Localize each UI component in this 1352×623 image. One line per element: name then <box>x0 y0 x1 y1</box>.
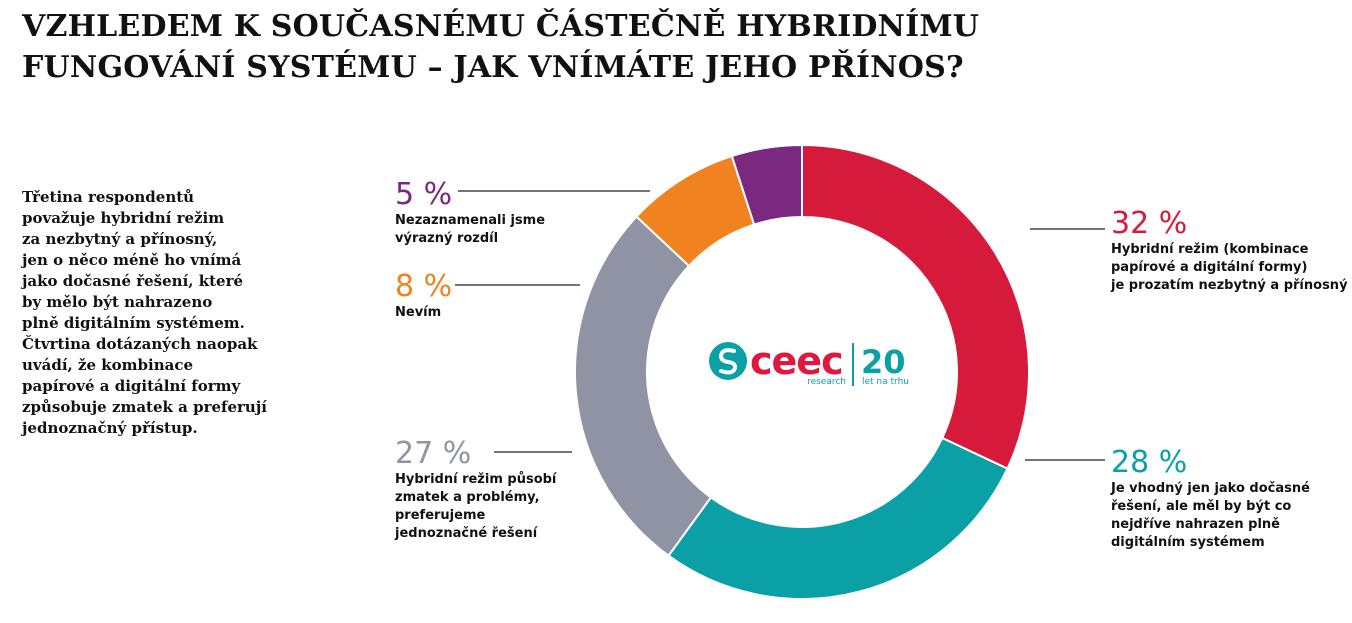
intro-line: uvádí, že kombinace <box>22 356 194 374</box>
category-label-hybrid-necessary: Hybridní režim (kombinace <box>1111 242 1309 257</box>
value-label-confusion: 27 % <box>395 436 471 471</box>
category-label-confusion: zmatek a problémy, <box>395 490 540 505</box>
intro-line: za nezbytný a přínosný, <box>22 230 218 248</box>
slice-confusion <box>574 215 713 558</box>
logo-brand: ceec <box>750 339 843 383</box>
intro-line: jako dočasné řešení, které <box>22 272 244 290</box>
slice-temporary <box>667 436 1009 600</box>
chart-title-line-2: FUNGOVÁNÍ SYSTÉMU – JAK VNÍMÁTE JEHO PŘÍ… <box>22 50 964 85</box>
intro-line: způsobuje zmatek a preferují <box>22 398 267 416</box>
category-label-no-difference: výrazný rozdíl <box>395 231 498 246</box>
intro-line: jen o něco méně ho vnímá <box>22 251 242 269</box>
category-label-confusion: jednoznačné řešení <box>394 526 539 541</box>
category-label-no-difference: Nezaznamenali jsme <box>395 213 545 228</box>
slice-labels: 32 %Hybridní režim (kombinace papírové a … <box>394 177 1348 550</box>
logo-years: 20 <box>861 343 906 381</box>
category-label-confusion: Hybridní režim působí <box>395 472 558 487</box>
value-label-no-difference: 5 % <box>395 177 452 212</box>
category-label-dont-know: Nevím <box>395 305 441 320</box>
category-label-temporary: Je vhodný jen jako dočasné <box>1110 481 1310 496</box>
intro-text: Třetina respondentů považuje hybridní re… <box>22 187 322 439</box>
slice-no-difference <box>730 143 803 226</box>
intro-line: by mělo být nahrazeno <box>22 293 213 311</box>
value-label-temporary: 28 % <box>1111 445 1187 480</box>
intro-line: papírové a digitální formy <box>22 377 241 395</box>
category-label-hybrid-necessary: je prozatím nezbytný a přínosný <box>1110 278 1348 293</box>
value-label-dont-know: 8 % <box>395 269 452 304</box>
category-label-temporary: digitálním systémem <box>1111 535 1265 550</box>
value-label-hybrid-necessary: 32 % <box>1111 206 1187 241</box>
category-label-temporary: řešení, ale měl by být co <box>1111 499 1291 514</box>
intro-line: jednoznačný přístup. <box>22 419 198 437</box>
slice-hybrid-necessary <box>801 143 1031 470</box>
chart-title: VZHLEDEM K SOUČASNÉMU ČÁSTEČNĚ HYBRIDNÍM… <box>22 6 1022 88</box>
ceec-logo: ceec research 20 let na trhu <box>709 339 909 387</box>
chart-title-line-1: VZHLEDEM K SOUČASNÉMU ČÁSTEČNĚ HYBRIDNÍM… <box>22 9 980 44</box>
logo-brand-sub: research <box>807 377 846 387</box>
category-label-confusion: preferujeme <box>395 508 485 523</box>
category-label-temporary: nejdříve nahrazen plně <box>1111 517 1280 532</box>
logo-years-sub: let na trhu <box>862 377 909 387</box>
intro-line: Třetina respondentů <box>22 188 195 206</box>
intro-line: plně digitálním systémem. <box>22 314 245 332</box>
intro-line: považuje hybridní režim <box>22 209 225 227</box>
donut-slices <box>574 143 1031 600</box>
intro-line: Čtvrtina dotázaných naopak <box>22 335 258 353</box>
category-label-hybrid-necessary: papírové a digitální formy) <box>1111 260 1307 275</box>
logo-mark-s-icon <box>718 348 738 375</box>
